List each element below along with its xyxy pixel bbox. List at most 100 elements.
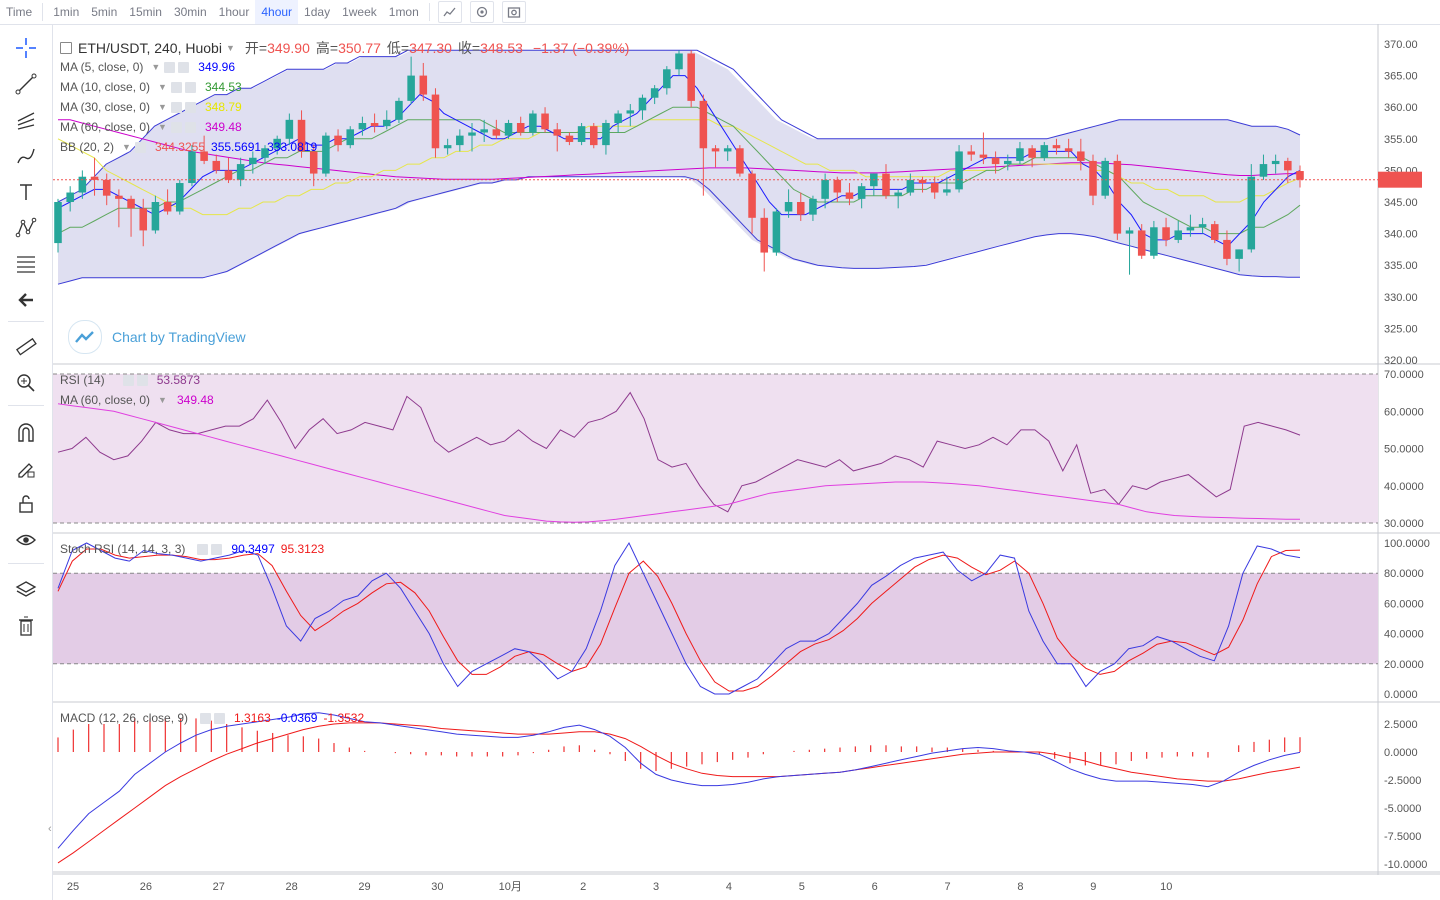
pattern-icon[interactable] bbox=[11, 213, 41, 243]
trendline-icon[interactable] bbox=[11, 69, 41, 99]
ruler-icon[interactable] bbox=[11, 332, 41, 362]
candle-body bbox=[382, 119, 391, 127]
tf-15min[interactable]: 15min bbox=[129, 5, 162, 19]
chevron-down-icon[interactable]: ▼ bbox=[122, 142, 131, 152]
gear-icon[interactable] bbox=[170, 121, 182, 133]
gear-icon[interactable] bbox=[200, 712, 212, 724]
zoom-icon[interactable] bbox=[11, 368, 41, 398]
legend-name: MA (60, close, 0) bbox=[60, 120, 151, 134]
legend-stoch-rsi[interactable]: Stoch RSI (14, 14, 3, 3) 90.3497 95.3123 bbox=[60, 542, 324, 556]
crosshair-icon[interactable] bbox=[11, 33, 41, 63]
tf-time[interactable]: Time bbox=[6, 5, 33, 19]
time-tick-label: 5 bbox=[799, 881, 805, 893]
fib-icon[interactable] bbox=[11, 249, 41, 279]
close-icon[interactable] bbox=[184, 81, 196, 93]
candle-body bbox=[857, 186, 866, 199]
candle-body bbox=[626, 110, 635, 114]
tf-1mon[interactable]: 1mon bbox=[388, 5, 419, 19]
text-icon[interactable] bbox=[11, 177, 41, 207]
unlock-icon[interactable] bbox=[11, 489, 41, 519]
collapse-icon[interactable] bbox=[60, 42, 72, 54]
eye-icon[interactable] bbox=[11, 525, 41, 555]
back-arrow-icon[interactable] bbox=[11, 285, 41, 315]
price-tick-label: 360.00 bbox=[1384, 102, 1418, 114]
candle-body bbox=[736, 148, 744, 174]
chevron-down-icon[interactable]: ▼ bbox=[158, 102, 167, 112]
close-icon[interactable] bbox=[178, 61, 190, 73]
chevron-down-icon[interactable]: ▼ bbox=[158, 122, 167, 132]
rsi-tick-label: 40.0000 bbox=[1384, 481, 1424, 493]
brush-icon[interactable] bbox=[11, 141, 41, 171]
gear-icon[interactable] bbox=[197, 543, 209, 555]
gear-icon[interactable] bbox=[164, 61, 176, 73]
screenshot-icon[interactable] bbox=[501, 1, 526, 23]
candle-body bbox=[90, 176, 99, 180]
candle-body bbox=[370, 123, 379, 127]
legend-ma60[interactable]: MA (60, close, 0) ▼ 349.48 bbox=[60, 120, 242, 134]
chevron-down-icon[interactable]: ▼ bbox=[151, 62, 161, 72]
magnet-icon[interactable] bbox=[11, 417, 41, 447]
close-icon[interactable] bbox=[211, 543, 223, 555]
price-tick-label: 335.00 bbox=[1384, 260, 1418, 272]
candle-body bbox=[1150, 227, 1158, 256]
tf-1min[interactable]: 1min bbox=[53, 5, 80, 19]
candle-body bbox=[602, 123, 610, 146]
legend-ma5[interactable]: MA (5, close, 0) ▼ 349.96 bbox=[60, 60, 235, 74]
tf-1week[interactable]: 1week bbox=[342, 5, 377, 19]
gear-icon[interactable] bbox=[170, 81, 182, 93]
gear-icon[interactable] bbox=[170, 101, 182, 113]
candle-body bbox=[151, 202, 160, 231]
chevron-down-icon[interactable]: ▼ bbox=[225, 43, 235, 53]
chevron-down-icon[interactable]: ▼ bbox=[158, 395, 167, 405]
candle-body bbox=[249, 157, 257, 165]
settings-gear-icon[interactable] bbox=[469, 1, 494, 23]
indicators-icon[interactable] bbox=[437, 1, 462, 23]
close-icon[interactable] bbox=[136, 374, 148, 386]
chevron-down-icon[interactable]: ▼ bbox=[158, 82, 167, 92]
candle-body bbox=[1064, 148, 1073, 152]
legend-rsi-ma[interactable]: MA (60, close, 0) ▼ 349.48 bbox=[60, 393, 214, 407]
layers-icon[interactable] bbox=[11, 575, 41, 605]
time-tick-label: 10月 bbox=[499, 881, 522, 893]
tf-5min[interactable]: 5min bbox=[91, 5, 118, 19]
lock-drawing-icon[interactable] bbox=[11, 453, 41, 483]
legend-ma30[interactable]: MA (30, close, 0) ▼ 348.79 bbox=[60, 100, 242, 114]
tf-1day[interactable]: 1day bbox=[304, 5, 331, 19]
close-icon[interactable] bbox=[184, 121, 196, 133]
gear-icon[interactable] bbox=[134, 141, 146, 153]
candle-body bbox=[1210, 224, 1219, 240]
trash-icon[interactable] bbox=[11, 611, 41, 641]
tf-30min[interactable]: 30min bbox=[173, 5, 207, 19]
candle-body bbox=[748, 173, 756, 218]
candle-body bbox=[979, 154, 988, 158]
pitchfork-icon[interactable] bbox=[11, 105, 41, 135]
candle-body bbox=[1003, 160, 1012, 165]
time-tick-label: 28 bbox=[286, 881, 298, 893]
macd-tick-label: 2.5000 bbox=[1384, 719, 1418, 731]
time-tick-label: 2 bbox=[580, 881, 586, 893]
legend-ma10[interactable]: MA (10, close, 0) ▼ 344.53 bbox=[60, 80, 242, 94]
legend-macd[interactable]: MACD (12, 26, close, 9) 1.3163 -0.0369 -… bbox=[60, 711, 364, 725]
close-icon[interactable] bbox=[214, 712, 226, 724]
candle-body bbox=[492, 129, 501, 136]
candle-body bbox=[991, 157, 1000, 165]
macd-tick-label: 0.0000 bbox=[1384, 747, 1418, 759]
candle-body bbox=[419, 75, 428, 95]
candle-body bbox=[322, 135, 330, 174]
legend-bb[interactable]: BB (20, 2) ▼ 344.3255 355.5691 333.0819 bbox=[60, 140, 317, 154]
tf-1hour[interactable]: 1hour bbox=[218, 5, 250, 19]
candle-body bbox=[358, 123, 367, 130]
toolbar-divider bbox=[428, 3, 430, 21]
time-tick-label: 3 bbox=[653, 881, 659, 893]
tradingview-watermark[interactable]: Chart by TradingView bbox=[68, 320, 246, 354]
candle-body bbox=[638, 97, 647, 111]
close-icon[interactable] bbox=[184, 101, 196, 113]
candle-body bbox=[760, 217, 769, 253]
gear-icon[interactable] bbox=[122, 374, 134, 386]
legend-rsi[interactable]: RSI (14) 53.5873 bbox=[60, 373, 200, 387]
last-price-tag bbox=[1378, 171, 1422, 188]
low-value: 347.30 bbox=[409, 40, 452, 56]
stoch-d-line bbox=[57, 548, 1301, 692]
tf-4hour[interactable]: 4hour bbox=[255, 0, 299, 24]
